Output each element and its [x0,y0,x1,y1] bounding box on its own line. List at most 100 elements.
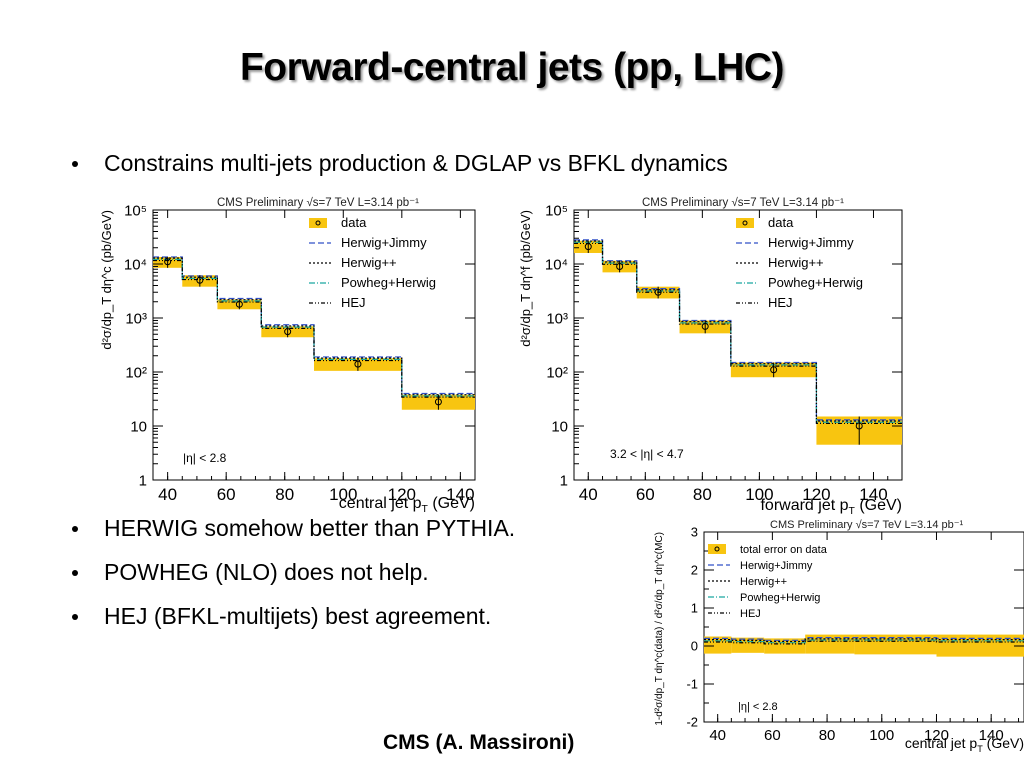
bullet-dot-icon [72,160,78,167]
central-jet-spectrum-plot: CMS Preliminary √s=7 TeV L=3.14 pb⁻¹ 40 60… [99,196,476,515]
slide-title: Forward-central jets (pp, LHC) [239,46,785,89]
y-tick-label: 10 [130,418,147,435]
data-error-band [704,636,732,654]
x-tick-label: 120 [388,485,416,504]
x-tick-label: 60 [636,485,655,504]
legend-data-marker [315,220,321,226]
legend-entry: HEJ [341,295,366,310]
y-axis-label: d²σ/dp_T dη^c (pb/GeV) [99,210,114,350]
x-tick-label: 40 [579,485,598,504]
bullet-text: HERWIG somehow better than PYTHIA. [104,515,516,541]
x-axis-label: central jet pT (GeV) [905,735,1024,754]
bullet-item: HERWIG somehow better than PYTHIA. [72,515,515,542]
y-axis-label: d²σ/dp_T dη^f (pb/GeV) [518,210,533,347]
eta-range-annotation: |η| < 2.8 [183,451,227,465]
legend-entry: Herwig+Jimmy [341,235,427,250]
x-tick-label: 120 [924,727,949,744]
x-tick-label: 140 [446,485,474,504]
y-tick-label: 10⁵ [124,202,147,219]
hej-line [704,640,1024,645]
legend-data-swatch [736,218,754,228]
plot-header: CMS Preliminary √s=7 TeV L=3.14 pb⁻¹ [770,519,964,531]
data-point [284,328,292,336]
herwig-pp-line [704,638,1024,643]
data-error-band [936,634,1024,657]
data-point [354,360,362,368]
x-tick-label: 80 [819,727,836,744]
bullet-text: HEJ (BFKL-multijets) best agreement. [104,603,492,629]
x-tick-label: 80 [275,485,294,504]
legend-entry: HEJ [740,608,761,620]
data-error-band [805,634,855,654]
y-tick-label: 10² [125,364,147,381]
legend-entry: Herwig+Jimmy [740,560,813,572]
ratio-plot: CMS Preliminary √s=7 TeV L=3.14 pb⁻¹ 40 60… [654,519,1024,754]
legend-entry: Herwig++ [768,255,824,270]
legend-data-marker [714,546,720,552]
data-point [616,262,624,270]
plot-header: CMS Preliminary √s=7 TeV L=3.14 pb⁻¹ [217,196,419,209]
bullet-dot-icon [72,613,78,620]
y-tick-label: 3 [691,525,698,540]
y-tick-label: 1 [139,472,147,489]
legend-data-marker [742,220,748,226]
powheg-herwig-line [153,258,475,397]
data-point [654,288,662,296]
legend-entry: Herwig++ [740,576,787,588]
data-point [164,258,172,266]
x-tick-label: 120 [802,485,830,504]
y-tick-label: 10 [551,418,568,435]
x-tick-label: 100 [329,485,357,504]
x-axis-label: forward jet pT (GeV) [760,497,902,517]
data-point [196,276,204,284]
data-point [434,398,442,406]
x-axis-label: central jet pT (GeV) [339,495,475,515]
x-tick-label: 140 [979,727,1004,744]
data-point [770,366,778,374]
bullet-item: HEJ (BFKL-multijets) best agreement. [72,603,491,630]
bullet-dot-icon [72,525,78,532]
x-tick-label: 100 [745,485,773,504]
legend-entry: total error on data [740,544,828,556]
bullet-text: Constrains multi-jets production & DGLAP… [104,150,728,176]
data-error-band [854,634,937,655]
bullet-text: POWHEG (NLO) does not help. [104,559,429,585]
y-tick-label: 1 [560,472,568,489]
y-tick-label: 0 [691,639,698,654]
y-tick-label: 10⁵ [545,202,568,219]
y-tick-label: -1 [686,677,698,692]
y-tick-label: -2 [686,715,698,730]
data-point [701,322,709,330]
hej-line [153,259,475,398]
data-point [584,243,592,251]
hej-line [574,242,902,425]
x-tick-label: 60 [217,485,236,504]
legend-entry: Powheg+Herwig [768,275,863,290]
x-tick-label: 40 [158,485,177,504]
legend-entry: data [341,215,367,230]
legend-entry: Herwig+Jimmy [768,235,854,250]
legend-entry: Powheg+Herwig [341,275,436,290]
y-tick-label: 2 [691,563,698,578]
legend-data-swatch [309,218,327,228]
plot-frame [703,531,1024,723]
data-point [235,300,243,308]
y-tick-label: 10³ [125,310,147,327]
y-axis-label: 1-d²σ/dp_T dη^c(data) / d²σ/dp_T dη^c(MC… [654,532,665,726]
x-tick-label: 80 [693,485,712,504]
legend-entry: Powheg+Herwig [740,592,820,604]
y-tick-label: 1 [691,601,698,616]
eta-range-annotation: 3.2 < |η| < 4.7 [610,447,684,461]
bullet-item: Constrains multi-jets production & DGLAP… [72,150,728,177]
plot-header: CMS Preliminary √s=7 TeV L=3.14 pb⁻¹ [642,196,844,209]
y-tick-label: 10⁴ [545,256,568,273]
powheg-herwig-line [704,639,1024,644]
forward-jet-spectrum-plot: CMS Preliminary √s=7 TeV L=3.14 pb⁻¹ 40 60… [518,196,903,517]
eta-range-annotation: |η| < 2.8 [738,701,778,713]
legend-entry: data [768,215,794,230]
bullet-dot-icon [72,569,78,576]
x-tick-label: 100 [869,727,894,744]
x-tick-label: 140 [859,485,887,504]
bullet-item: POWHEG (NLO) does not help. [72,559,429,586]
x-tick-label: 60 [764,727,781,744]
